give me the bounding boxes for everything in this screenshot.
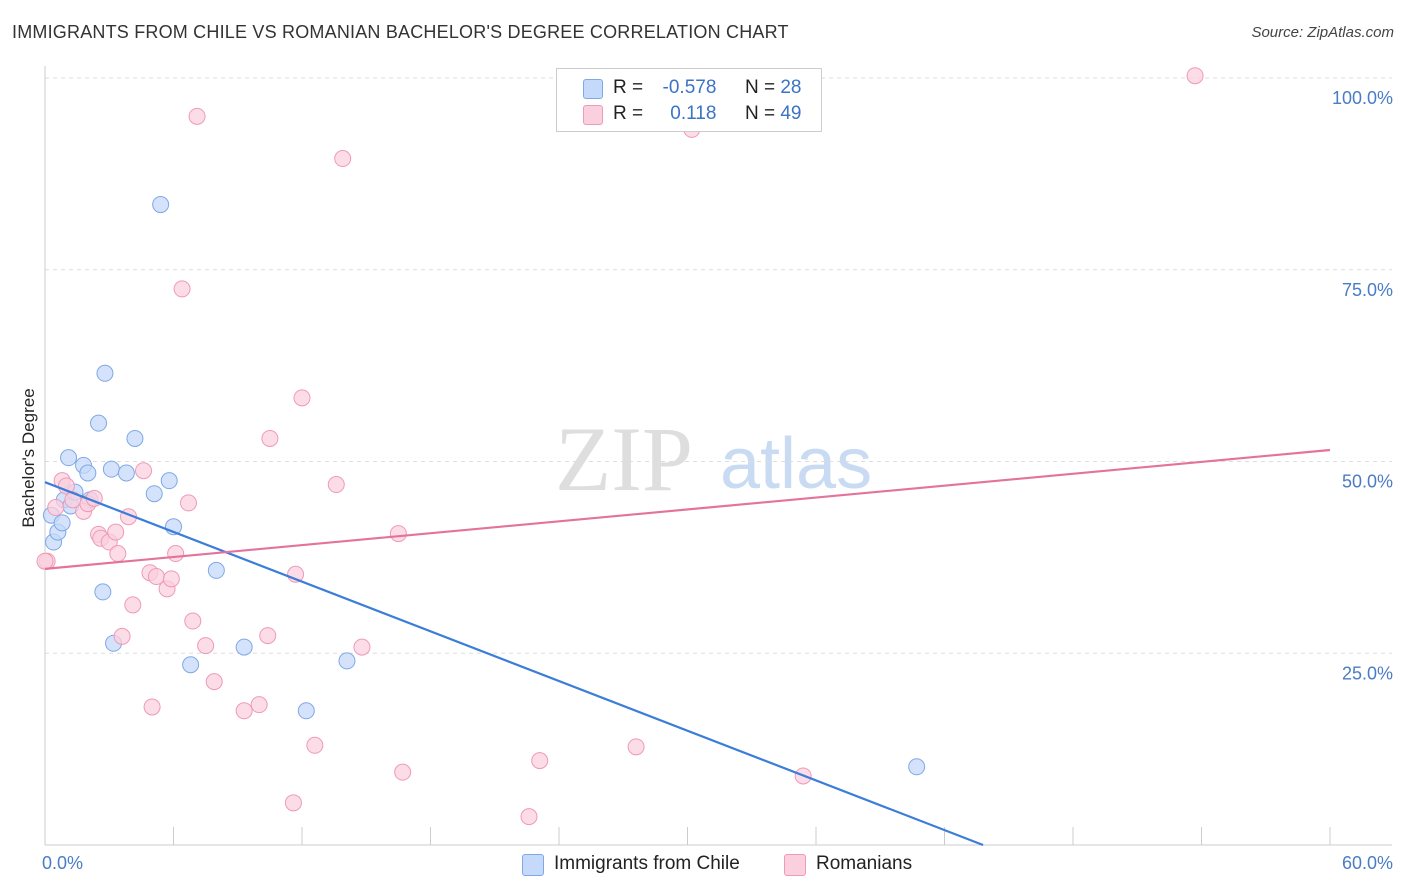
point-romanians [188,107,206,125]
axes [44,66,1392,846]
point-chile [145,485,163,503]
point-romanians [627,738,645,756]
legend-r-label: R = [613,77,644,98]
point-romanians [261,429,279,447]
point-romanians [520,808,538,826]
point-chile [338,652,356,670]
point-romanians [389,525,407,543]
point-romanians [109,545,127,563]
point-chile [160,472,178,490]
legend-r-label: R = [613,103,644,124]
y-tick-label: 25.0% [1342,663,1393,683]
point-chile [90,414,108,432]
point-romanians [284,794,302,812]
point-romanians [113,627,131,645]
point-romanians [334,150,352,168]
bottom-legend-label: Romanians [816,853,913,874]
chart-title: IMMIGRANTS FROM CHILE VS ROMANIAN BACHEL… [12,22,789,42]
point-chile [182,656,200,674]
trend-line-chile [44,481,984,847]
point-romanians [1186,67,1204,85]
point-romanians [394,763,412,781]
legend-n-label: N = [744,77,776,98]
watermark: ZIP atlas [555,408,872,510]
point-romanians [531,752,549,770]
y-tick-label: 100.0% [1332,88,1393,108]
x-tick-label-min: 0.0% [42,853,83,873]
point-romanians [235,702,253,720]
legend-r-value: 0.118 [670,103,717,124]
point-chile [60,449,78,467]
point-romanians [162,570,180,588]
point-romanians [293,389,311,407]
correlation-legend: R = -0.578 N = 28 R = 0.118 N = 49 [556,68,822,132]
legend-n-value: 49 [780,103,802,124]
point-romanians [179,494,197,512]
point-chile [297,702,315,720]
point-romanians [47,499,65,517]
point-chile [126,429,144,447]
point-romanians [135,462,153,480]
point-romanians [327,476,345,494]
point-romanians [184,612,202,630]
legend-n-label: N = [744,103,776,124]
point-romanians [124,596,142,614]
point-chile [102,460,120,478]
watermark-atlas: atlas [720,424,872,504]
point-chile [94,583,112,601]
point-romanians [173,280,191,298]
point-romanians [143,698,161,716]
point-chile [53,514,71,532]
bottom-legend-label: Immigrants from Chile [554,853,740,874]
point-romanians [353,638,371,656]
tick-labels: 100.0% 75.0% 50.0% 25.0% 0.0% 60.0% [42,88,1393,873]
point-romanians [36,552,54,570]
point-chile [79,464,97,482]
point-romanians [259,627,277,645]
bottom-legend-swatch-blue [522,854,544,876]
y-tick-label: 50.0% [1342,472,1393,492]
point-romanians [197,637,215,655]
trend-lines [44,448,1331,847]
point-chile [117,464,135,482]
bottom-legend-swatch-pink [784,854,806,876]
trend-line-romanians [44,448,1331,570]
point-chile [908,758,926,776]
point-romanians [250,696,268,714]
legend-r-value: -0.578 [662,77,717,98]
point-romanians [306,736,324,754]
legend-swatch-blue [583,79,603,99]
point-romanians [205,673,223,691]
legend-n-value: 28 [780,77,802,98]
point-chile [96,364,114,382]
legend-swatch-pink [583,105,603,125]
watermark-zip: ZIP [555,408,693,510]
gridlines [45,77,1392,654]
point-romanians [107,523,125,541]
point-chile [207,561,225,579]
point-chile [235,638,253,656]
x-tick-label-max: 60.0% [1342,853,1393,873]
y-tick-label: 75.0% [1342,280,1393,300]
point-chile [152,196,170,214]
point-romanians [167,545,185,563]
chart-source: Source: ZipAtlas.com [1251,24,1394,41]
y-axis-label: Bachelor's Degree [19,388,38,527]
